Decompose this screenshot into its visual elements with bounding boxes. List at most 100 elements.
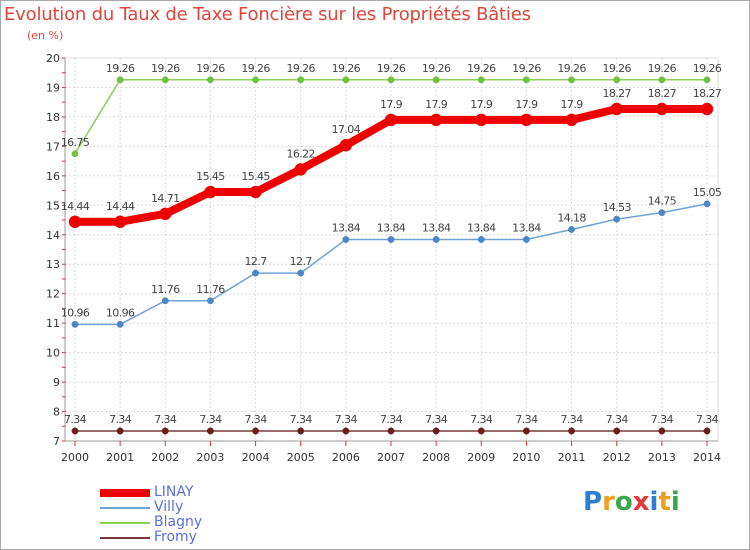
x-tick-label-2002: 2002 — [151, 451, 179, 464]
data-label-villy-2014: 15.05 — [693, 186, 722, 199]
data-point-blagny-2003 — [206, 76, 214, 84]
data-label-blagny-2000: 16.75 — [61, 136, 90, 149]
data-point-linay-2005 — [294, 163, 307, 176]
y-tick-label-15: 15 — [46, 199, 60, 212]
data-label-linay-2009: 17.9 — [470, 98, 493, 111]
data-label-blagny-2012: 19.26 — [602, 62, 631, 75]
data-point-fromy-2013 — [658, 427, 666, 435]
data-label-linay-2014: 18.27 — [693, 87, 722, 100]
data-label-fromy-2003: 7.34 — [199, 413, 222, 426]
data-label-fromy-2007: 7.34 — [380, 413, 403, 426]
data-label-linay-2006: 17.04 — [332, 123, 361, 136]
data-label-blagny-2008: 19.26 — [422, 62, 451, 75]
data-point-blagny-2008 — [432, 76, 440, 84]
data-label-villy-2012: 14.53 — [602, 201, 631, 214]
data-label-fromy-2013: 7.34 — [651, 413, 674, 426]
data-point-villy-2010 — [522, 236, 530, 243]
data-point-fromy-2009 — [477, 427, 485, 435]
data-point-fromy-2003 — [206, 427, 214, 435]
data-label-blagny-2003: 19.26 — [196, 62, 225, 75]
y-tick-label-17: 17 — [46, 140, 60, 153]
data-label-fromy-2000: 7.34 — [64, 413, 87, 426]
data-point-villy-2008 — [432, 236, 440, 243]
data-point-blagny-2000 — [71, 150, 79, 158]
data-point-blagny-2013 — [658, 76, 666, 84]
data-point-villy-2005 — [297, 269, 305, 277]
data-point-fromy-2008 — [432, 427, 440, 435]
data-point-blagny-2001 — [116, 76, 124, 84]
data-label-fromy-2008: 7.34 — [425, 413, 448, 426]
data-point-linay-2004 — [249, 185, 262, 199]
legend-swatch-blagny — [100, 521, 150, 524]
data-label-linay-2011: 17.9 — [561, 98, 584, 111]
y-tick-label-9: 9 — [53, 376, 60, 389]
y-tick-label-14: 14 — [46, 229, 60, 242]
data-label-blagny-2009: 19.26 — [467, 62, 496, 75]
data-label-villy-2007: 13.84 — [377, 221, 406, 234]
data-label-linay-2001: 14.44 — [106, 200, 135, 213]
x-tick-label-2013: 2013 — [648, 451, 676, 464]
data-point-blagny-2009 — [477, 76, 485, 84]
x-tick-label-2012: 2012 — [603, 451, 631, 464]
x-tick-label-2008: 2008 — [422, 451, 450, 464]
data-point-linay-2010 — [520, 113, 533, 127]
data-label-villy-2008: 13.84 — [422, 221, 451, 234]
data-point-linay-2000 — [68, 215, 82, 229]
x-tick-label-2011: 2011 — [558, 451, 586, 464]
logo-letter: P — [583, 487, 603, 517]
data-label-linay-2000: 14.44 — [61, 200, 90, 213]
data-label-fromy-2001: 7.34 — [109, 413, 132, 426]
data-point-linay-2011 — [565, 113, 578, 127]
data-label-villy-2009: 13.84 — [467, 221, 496, 234]
data-label-linay-2007: 17.9 — [380, 98, 403, 111]
x-tick-label-2004: 2004 — [242, 451, 270, 464]
y-tick-label-10: 10 — [46, 347, 60, 360]
data-label-linay-2012: 18.27 — [602, 87, 631, 100]
data-point-linay-2012 — [610, 102, 623, 116]
data-label-fromy-2004: 7.34 — [245, 413, 268, 426]
data-point-linay-2002 — [159, 207, 172, 221]
data-label-fromy-2014: 7.34 — [696, 413, 719, 426]
logo-letter: r — [602, 487, 615, 517]
data-point-fromy-2014 — [703, 427, 711, 435]
data-point-fromy-2001 — [116, 427, 124, 435]
data-label-fromy-2002: 7.34 — [154, 413, 177, 426]
data-label-villy-2005: 12.7 — [290, 255, 313, 268]
chart-unit-label: (en %) — [27, 29, 64, 42]
logo-letter: i — [649, 487, 659, 517]
data-point-blagny-2006 — [342, 76, 350, 84]
y-tick-label-7: 7 — [53, 435, 60, 448]
data-point-blagny-2012 — [613, 76, 621, 84]
logo-letter: o — [614, 487, 633, 517]
chart-title: Evolution du Taux de Taxe Foncière sur l… — [4, 4, 531, 25]
data-point-linay-2008 — [429, 113, 443, 127]
data-label-linay-2005: 16.22 — [286, 147, 315, 160]
y-tick-label-19: 19 — [46, 81, 60, 94]
data-point-fromy-2007 — [387, 427, 395, 435]
x-tick-label-2005: 2005 — [287, 451, 315, 464]
data-point-blagny-2010 — [522, 76, 530, 84]
data-label-villy-2001: 10.96 — [106, 306, 135, 319]
data-label-blagny-2011: 19.26 — [557, 62, 586, 75]
data-point-blagny-2014 — [703, 76, 711, 84]
logo-letter: x — [632, 487, 650, 517]
proxiti-logo: Proxiti — [583, 487, 680, 517]
data-point-fromy-2000 — [71, 427, 79, 435]
x-tick-label-2010: 2010 — [512, 451, 540, 464]
data-label-blagny-2002: 19.26 — [151, 62, 180, 75]
y-tick-label-18: 18 — [46, 111, 60, 124]
x-tick-label-2014: 2014 — [693, 451, 721, 464]
data-point-linay-2007 — [384, 113, 398, 127]
data-label-fromy-2010: 7.34 — [515, 413, 538, 426]
data-label-villy-2011: 14.18 — [557, 211, 586, 224]
data-point-fromy-2006 — [342, 427, 350, 435]
data-label-villy-2002: 11.76 — [151, 283, 180, 296]
x-tick-label-2001: 2001 — [106, 451, 134, 464]
legend-label-villy: Villy — [154, 499, 184, 515]
legend-label-linay: LINAY — [154, 484, 194, 500]
data-point-villy-2013 — [658, 209, 666, 217]
data-point-blagny-2005 — [297, 76, 305, 84]
data-label-villy-2003: 11.76 — [196, 283, 225, 296]
